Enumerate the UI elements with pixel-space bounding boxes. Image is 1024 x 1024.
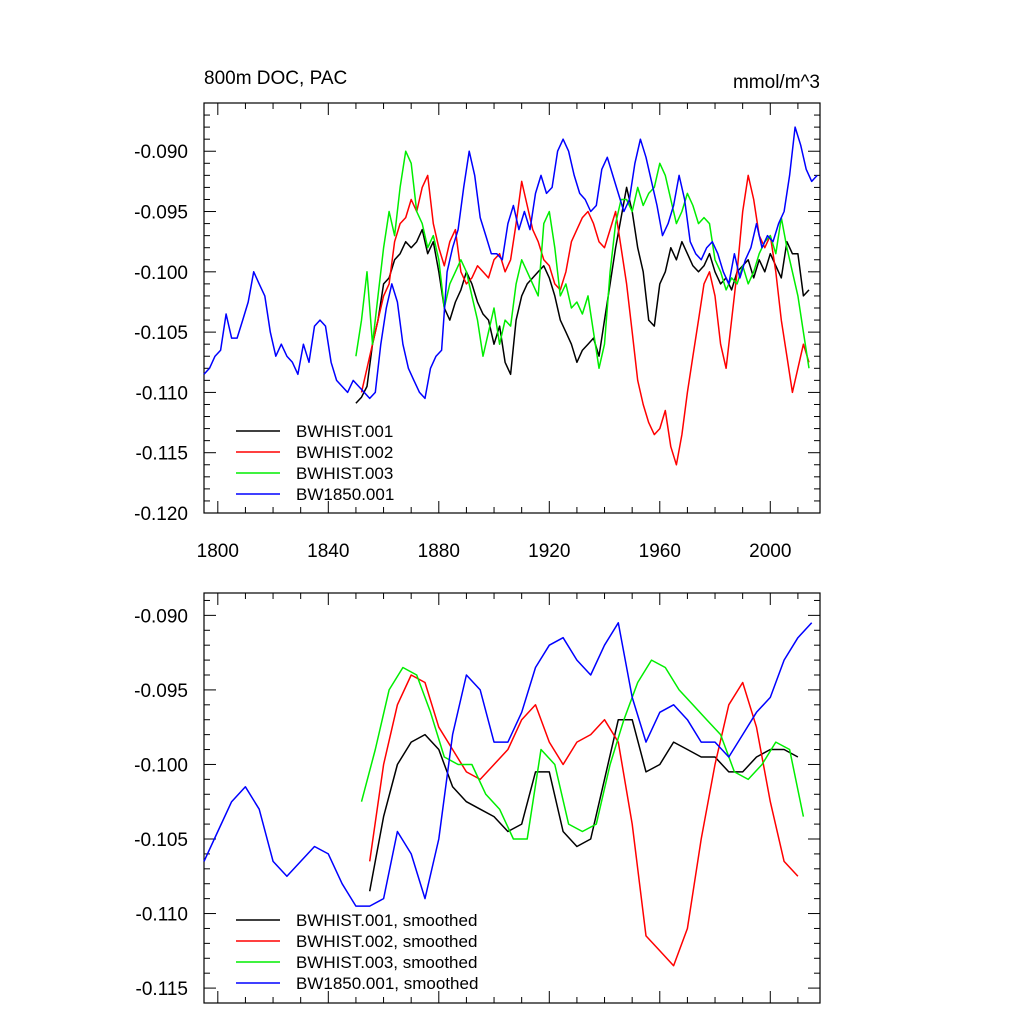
bottom-series-line-2 bbox=[368, 674, 799, 967]
bottom-series bbox=[203, 622, 813, 967]
top-chart-title: 800m DOC, PAC bbox=[204, 68, 347, 89]
top-ytick-label: -0.105 bbox=[134, 323, 188, 344]
bottom-ytick-label: -0.115 bbox=[136, 979, 188, 1000]
top-ytick-label: -0.120 bbox=[134, 504, 188, 525]
top-legend-label-1: BWHIST.001 bbox=[296, 422, 393, 441]
bottom-ytick-label: -0.095 bbox=[134, 681, 188, 702]
bottom-ticks: -0.115 -0.110 -0.105 -0.100 -0.095 -0.090 bbox=[134, 593, 820, 1004]
top-legend: BWHIST.001 BWHIST.002 BWHIST.003 BW1850.001 bbox=[236, 422, 394, 504]
top-ytick-label: -0.095 bbox=[134, 203, 188, 224]
top-series-line-2 bbox=[360, 174, 810, 466]
bottom-plot-frame bbox=[203, 592, 821, 1004]
bottom-legend-label-2: BWHIST.002, smoothed bbox=[296, 932, 477, 951]
top-xtick-label: 2000 bbox=[749, 541, 791, 562]
top-ytick-label: -0.110 bbox=[136, 383, 188, 404]
top-series-line-1 bbox=[355, 186, 810, 404]
bottom-legend-label-1: BWHIST.001, smoothed bbox=[296, 911, 477, 930]
bottom-ytick-label: -0.100 bbox=[134, 755, 188, 776]
top-series-line-4 bbox=[203, 126, 818, 400]
bottom-series-line-4 bbox=[203, 622, 813, 907]
top-xtick-label: 1920 bbox=[528, 541, 570, 562]
top-xtick-label: 1880 bbox=[418, 541, 460, 562]
top-xtick-label: 1840 bbox=[307, 541, 349, 562]
top-panel: 800m DOC, PAC mmol/m^3 -0.120 -0.115 -0.11… bbox=[134, 68, 821, 562]
top-ytick-label: -0.090 bbox=[134, 142, 188, 163]
top-legend-label-4: BW1850.001 bbox=[296, 485, 394, 504]
bottom-legend-label-3: BWHIST.003, smoothed bbox=[296, 953, 477, 972]
top-legend-label-2: BWHIST.002 bbox=[296, 443, 393, 462]
bottom-series-line-1 bbox=[368, 718, 799, 892]
bottom-ytick-label: -0.090 bbox=[134, 606, 188, 627]
bottom-series-line-3 bbox=[360, 659, 805, 840]
top-ytick-label: -0.100 bbox=[134, 263, 188, 284]
bottom-legend: BWHIST.001, smoothed BWHIST.002, smoothed… bbox=[236, 911, 478, 993]
bottom-ytick-label: -0.105 bbox=[134, 830, 188, 851]
top-legend-label-3: BWHIST.003 bbox=[296, 464, 393, 483]
top-ytick-label: -0.115 bbox=[136, 444, 188, 465]
top-xtick-label: 1960 bbox=[639, 541, 681, 562]
top-ticks: -0.120 -0.115 -0.110 -0.105 -0.100 -0.095 -0.0… bbox=[134, 102, 820, 562]
top-chart-units: mmol/m^3 bbox=[733, 72, 820, 93]
top-series bbox=[203, 126, 818, 466]
top-series-line-3 bbox=[355, 150, 810, 370]
top-xtick-label: 1800 bbox=[197, 541, 239, 562]
bottom-panel: -0.115 -0.110 -0.105 -0.100 -0.095 -0.090 BWH… bbox=[134, 592, 821, 1004]
bottom-legend-label-4: BW1850.001, smoothed bbox=[296, 974, 478, 993]
bottom-ytick-label: -0.110 bbox=[136, 905, 188, 926]
